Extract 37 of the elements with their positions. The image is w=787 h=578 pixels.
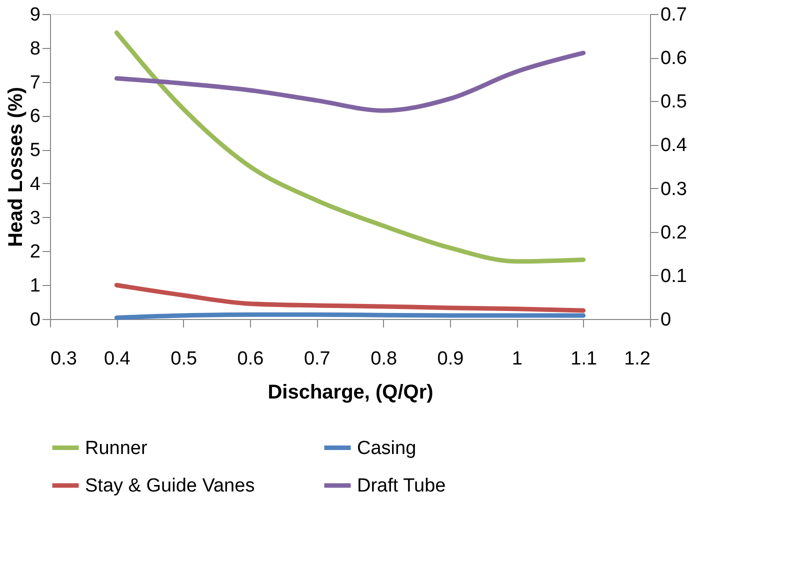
y-tick-label: 0 xyxy=(30,310,40,330)
y-tick-label: 3 xyxy=(30,208,40,229)
x-tick-label: 1.2 xyxy=(624,348,650,370)
y2-tick-label: 0.7 xyxy=(660,4,687,26)
x-tick-label: 0.8 xyxy=(370,348,398,370)
y-tick-label: 4 xyxy=(30,174,41,195)
y-axis-title: Head Losses (%) xyxy=(4,86,27,248)
line-series xyxy=(114,50,586,113)
x-tick-label: 0.9 xyxy=(437,348,464,370)
y2-tick-label: 0.5 xyxy=(660,92,687,113)
x-tick-label: 0.6 xyxy=(237,348,264,370)
y2-tick-label: 0 xyxy=(660,310,672,330)
y2-tick-label: 0.1 xyxy=(660,266,687,287)
legend-label: Runner xyxy=(85,438,148,459)
y-tick-label: 9 xyxy=(30,4,40,26)
x-tick-label: 1.1 xyxy=(570,348,598,370)
y2-tick-label: 0.6 xyxy=(660,48,687,70)
legend-label: Draft Tube xyxy=(357,476,446,496)
y-tick-label: 1 xyxy=(30,276,40,297)
legend-label: Casing xyxy=(357,438,416,459)
y-tick-label: 5 xyxy=(30,140,40,162)
y-tick-label: 6 xyxy=(30,106,40,128)
x-tick-label: 0.3 xyxy=(50,348,77,370)
y2-tick-label: 0.4 xyxy=(660,135,688,156)
legend-label: Stay & Guide Vanes xyxy=(85,476,255,496)
x-tick-label: 0.7 xyxy=(304,348,330,370)
y2-tick-label: 0.2 xyxy=(660,222,687,244)
y-tick-label: 8 xyxy=(30,38,40,60)
x-tick-label: 1 xyxy=(512,348,522,370)
y-tick-label: 2 xyxy=(30,242,40,263)
line-series xyxy=(114,282,586,313)
y2-tick-label: 0.3 xyxy=(660,178,687,200)
line-series xyxy=(114,30,586,264)
x-tick-label: 0.4 xyxy=(104,348,131,370)
x-tick-label: 0.5 xyxy=(170,348,198,370)
x-axis-title: Discharge, (Q/Qr) xyxy=(268,382,434,404)
y-tick-label: 7 xyxy=(30,72,40,94)
